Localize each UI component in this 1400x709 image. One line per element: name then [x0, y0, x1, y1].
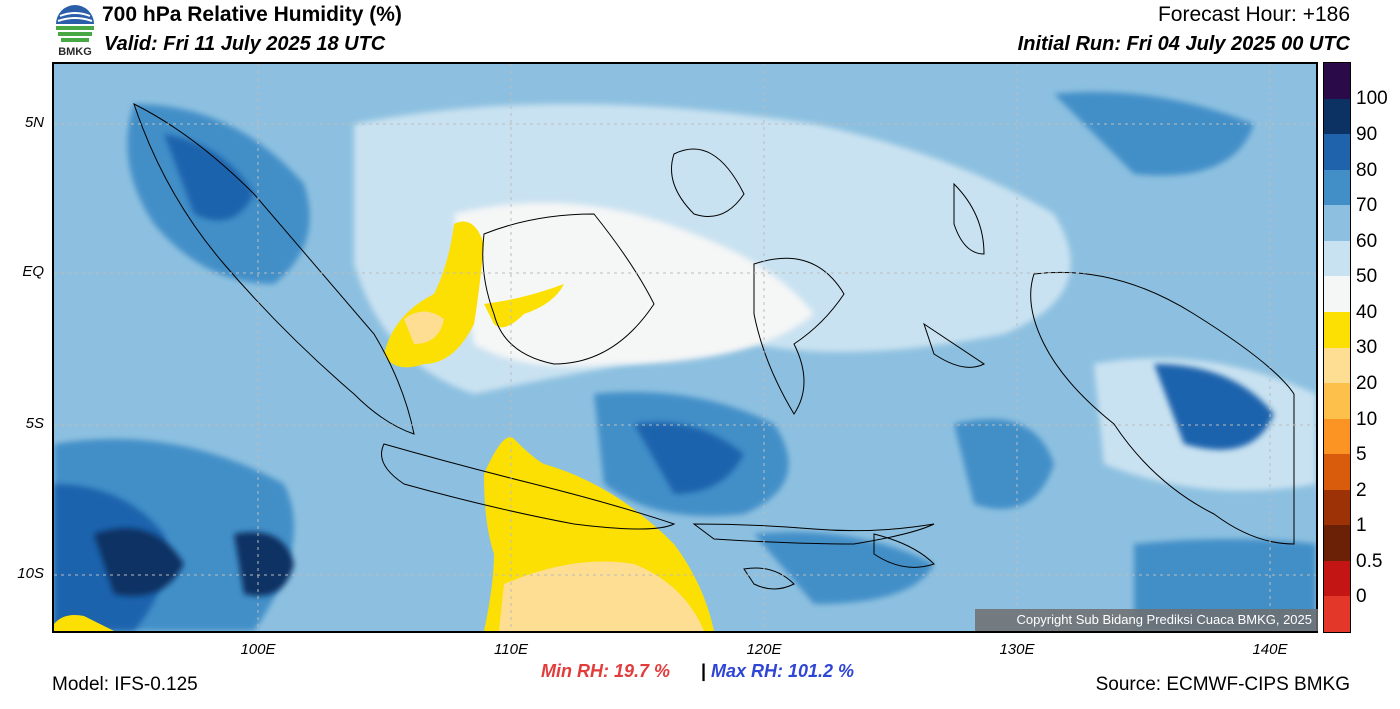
colorbar-label: 40: [1356, 302, 1378, 323]
colorbar-segment: [1324, 347, 1350, 384]
colorbar-segment: [1324, 454, 1350, 490]
colorbar-label: 60: [1356, 231, 1378, 252]
coastlines: [133, 103, 1295, 590]
colorbar-label: 30: [1356, 337, 1378, 358]
colorbar-label: 5: [1356, 444, 1367, 465]
colorbar-label: 100: [1356, 88, 1388, 109]
colorbar-label: 50: [1356, 266, 1378, 287]
colorbar-segment: [1324, 98, 1350, 135]
colorbar-segment: [1324, 489, 1350, 526]
lat-label-5s: 5S: [25, 415, 44, 432]
colorbar-segment: [1324, 276, 1350, 312]
colorbar-segment: [1324, 205, 1350, 241]
lat-label-eq: EQ: [22, 263, 44, 280]
colorbar-segment: [1324, 169, 1350, 206]
colorbar-segment: [1324, 596, 1350, 632]
colorbar-label: 20: [1356, 373, 1378, 394]
colorbar-segment: [1324, 560, 1350, 597]
colorbar-segment: [1324, 63, 1350, 99]
copyright-notice: Copyright Sub Bidang Prediksi Cuaca BMKG…: [975, 609, 1318, 631]
colorbar-segment: [1324, 383, 1350, 419]
colorbar-label: 10: [1356, 409, 1378, 430]
max-rh: Max RH: 101.2 %: [711, 661, 855, 681]
colorbar-label: 80: [1356, 160, 1378, 181]
bmkg-logo: BMKG: [52, 2, 98, 60]
colorbar-segment: [1324, 418, 1350, 455]
min-rh: Min RH: 19.7 %: [541, 661, 671, 681]
lon-label-120e: 120E: [746, 641, 782, 658]
lat-label-10s: 10S: [17, 565, 44, 582]
lat-label-5n: 5N: [24, 114, 44, 131]
lon-label-110e: 110E: [494, 641, 528, 658]
colorbar-segment: [1324, 134, 1350, 170]
lon-label-100e: 100E: [240, 641, 276, 658]
bmkg-emblem-icon: [56, 5, 94, 42]
page-title: 700 hPa Relative Humidity (%): [102, 3, 402, 26]
humidity-field: [54, 64, 1316, 631]
logo-text: BMKG: [58, 46, 92, 58]
colorbar-label: 70: [1356, 195, 1378, 216]
humidity-map: [52, 62, 1318, 633]
colorbar-segment: [1324, 311, 1350, 348]
colorbar-segment: [1324, 240, 1350, 277]
stats-separator: |: [701, 661, 707, 681]
colorbar-label: 1: [1356, 515, 1367, 536]
lon-label-130e: 130E: [999, 641, 1035, 658]
colorbar-label: 90: [1356, 124, 1378, 145]
source-label: Source: ECMWF-CIPS BMKG: [1095, 674, 1350, 695]
colorbar: [1323, 62, 1351, 633]
colorbar-segment: [1324, 525, 1350, 561]
colorbar-label: 2: [1356, 480, 1367, 501]
graticule: [54, 64, 1316, 631]
colorbar-label: 0.5: [1356, 551, 1383, 572]
initial-run: Initial Run: Fri 04 July 2025 00 UTC: [1017, 33, 1350, 55]
colorbar-label: 0: [1356, 586, 1367, 607]
forecast-hour: Forecast Hour: +186: [1157, 3, 1350, 26]
model-label: Model: IFS-0.125: [52, 674, 198, 695]
valid-time: Valid: Fri 11 July 2025 18 UTC: [104, 33, 386, 55]
lon-label-140e: 140E: [1252, 641, 1288, 658]
